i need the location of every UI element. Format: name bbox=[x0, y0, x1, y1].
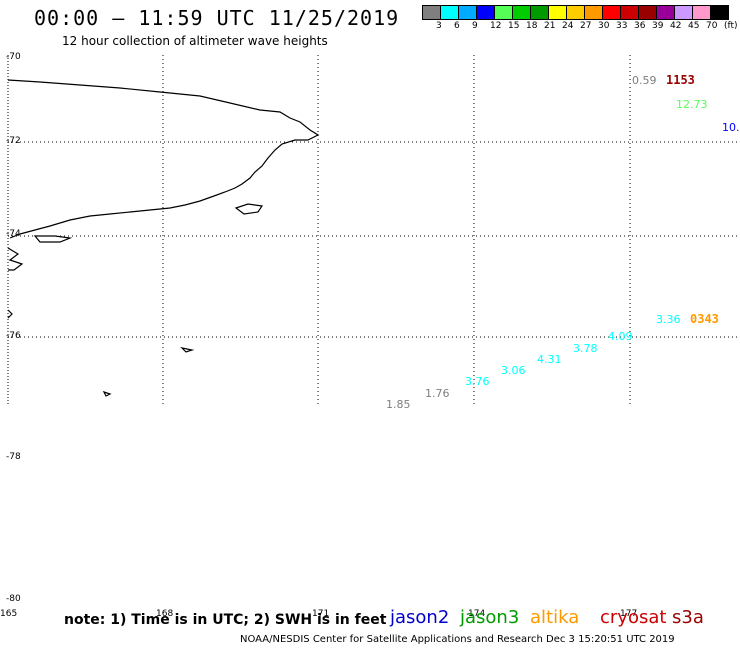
map-subtitle: 12 hour collection of altimeter wave hei… bbox=[62, 34, 328, 48]
color-scale-label: 30 bbox=[598, 21, 610, 31]
graticule bbox=[8, 55, 740, 405]
lat-label: -72 bbox=[6, 136, 21, 146]
lat-label: -78 bbox=[6, 452, 21, 462]
map-title: 00:00 – 11:59 UTC 11/25/2019 bbox=[34, 6, 400, 30]
wave-height-value: 0.59 bbox=[632, 74, 657, 87]
color-scale-label: 70 bbox=[706, 21, 718, 31]
lon-label: 171 bbox=[312, 609, 330, 619]
color-scale-label: 33 bbox=[616, 21, 628, 31]
satellite-legend-cryosat: cryosat bbox=[600, 607, 667, 628]
coastline bbox=[7, 79, 320, 397]
wave-height-value: 10. bbox=[722, 121, 740, 134]
lat-label: -76 bbox=[6, 331, 21, 341]
units-note: note: 1) Time is in UTC; 2) SWH is in fe… bbox=[64, 612, 387, 628]
color-scale-label: 21 bbox=[544, 21, 556, 31]
color-scale-swatch bbox=[710, 5, 729, 20]
wave-height-value: 4.09 bbox=[608, 330, 633, 343]
wave-height-value: 1.76 bbox=[425, 387, 450, 400]
lon-label: 177 bbox=[620, 609, 638, 619]
wave-height-value: 3.78 bbox=[573, 342, 598, 355]
color-scale-label: 36 bbox=[634, 21, 646, 31]
color-scale-label: 27 bbox=[580, 21, 592, 31]
color-scale bbox=[422, 5, 729, 20]
lon-label: 165 bbox=[0, 609, 18, 619]
color-scale-label: 39 bbox=[652, 21, 664, 31]
color-scale-label: 15 bbox=[508, 21, 520, 31]
footer-credit: NOAA/NESDIS Center for Satellite Applica… bbox=[240, 634, 675, 645]
color-scale-label: 9 bbox=[472, 21, 478, 31]
lat-label: -80 bbox=[6, 594, 21, 604]
wave-height-value: 3.06 bbox=[501, 364, 526, 377]
color-scale-label: 42 bbox=[670, 21, 682, 31]
color-scale-label: 12 bbox=[490, 21, 502, 31]
lon-label: 174 bbox=[468, 609, 486, 619]
lat-label: -70 bbox=[6, 52, 21, 62]
lat-label: -74 bbox=[6, 229, 21, 239]
color-scale-label: 45 bbox=[688, 21, 700, 31]
pass-time-label: 0343 bbox=[690, 312, 719, 326]
wave-height-value: 12.73 bbox=[676, 98, 708, 111]
color-scale-label: 6 bbox=[454, 21, 460, 31]
satellite-legend-s3a: s3a bbox=[672, 607, 704, 628]
satellite-legend-jason3: jason3 bbox=[460, 607, 520, 628]
satellite-legend-jason2: jason2 bbox=[390, 607, 450, 628]
color-scale-label: 18 bbox=[526, 21, 538, 31]
color-scale-label: (ft) bbox=[724, 21, 738, 31]
wave-height-value: 4.31 bbox=[537, 353, 562, 366]
wave-height-value: 3.36 bbox=[656, 313, 681, 326]
color-scale-label: 24 bbox=[562, 21, 574, 31]
color-scale-label: 3 bbox=[436, 21, 442, 31]
wave-height-value: 3.76 bbox=[465, 375, 490, 388]
wave-height-value: 1.85 bbox=[386, 398, 411, 411]
lon-label: 168 bbox=[156, 609, 174, 619]
satellite-legend-altika: altika bbox=[530, 607, 580, 628]
pass-time-label: 1153 bbox=[666, 73, 695, 87]
